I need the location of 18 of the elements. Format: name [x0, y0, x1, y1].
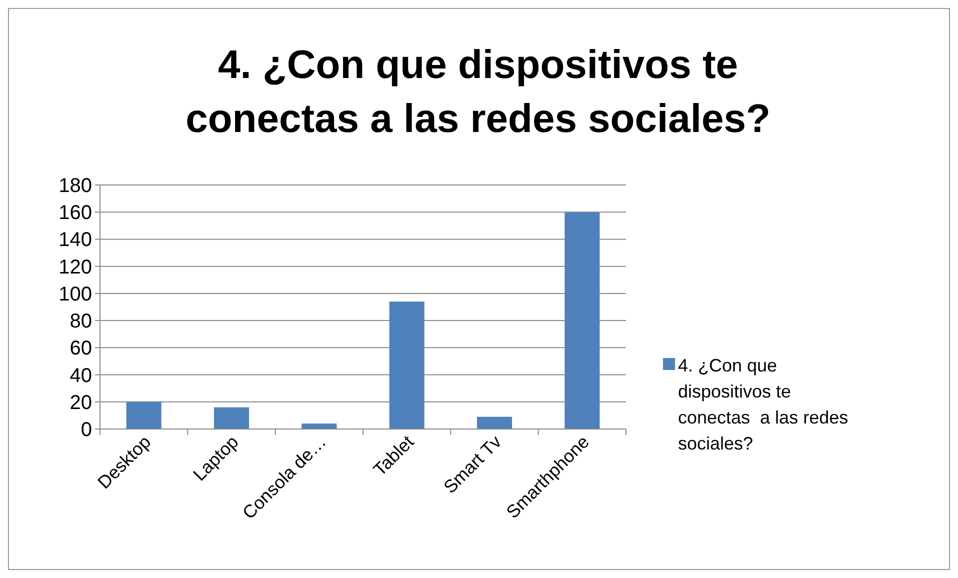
- bar: [302, 424, 337, 429]
- y-tick-label: 80: [70, 310, 92, 333]
- y-tick-label: 160: [58, 202, 92, 224]
- legend-label: 4. ¿Con que dispositivos te conectas a las redes sociales?: [678, 355, 848, 454]
- y-tick-label: 180: [58, 175, 92, 197]
- y-tick-label: 60: [70, 338, 92, 360]
- bar: [389, 302, 424, 429]
- bar: [564, 212, 600, 429]
- chart-title: 4. ¿Con que dispositivos te conectas a las redes sociales?: [186, 43, 770, 141]
- y-tick-label: 40: [70, 364, 92, 387]
- bar: [214, 407, 250, 429]
- y-tick-label: 100: [58, 283, 92, 306]
- y-tick-label: 0: [80, 419, 92, 441]
- bar: [126, 402, 162, 429]
- y-tick-label: 120: [58, 256, 92, 278]
- bar: [476, 416, 512, 429]
- y-tick-label: 20: [70, 392, 92, 414]
- y-tick-label: 140: [58, 229, 92, 252]
